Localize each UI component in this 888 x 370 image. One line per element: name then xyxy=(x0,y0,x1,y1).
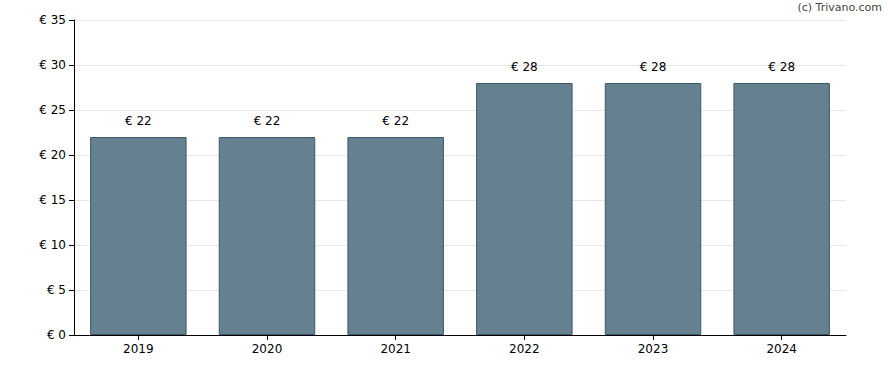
svg-text:€ 0: € 0 xyxy=(47,328,66,342)
svg-text:€ 10: € 10 xyxy=(39,238,66,252)
svg-text:€ 20: € 20 xyxy=(39,148,66,162)
svg-text:2019: 2019 xyxy=(123,342,154,356)
svg-text:2020: 2020 xyxy=(252,342,283,356)
svg-text:€ 22: € 22 xyxy=(254,114,281,128)
svg-text:€ 25: € 25 xyxy=(39,103,66,117)
svg-text:2022: 2022 xyxy=(509,342,540,356)
svg-text:€ 28: € 28 xyxy=(511,60,538,74)
svg-text:€ 28: € 28 xyxy=(768,60,795,74)
svg-text:€ 22: € 22 xyxy=(125,114,152,128)
svg-text:2024: 2024 xyxy=(766,342,797,356)
svg-text:(c) Trivano.com: (c) Trivano.com xyxy=(797,1,882,14)
svg-text:€ 5: € 5 xyxy=(47,283,66,297)
svg-text:€ 15: € 15 xyxy=(39,193,66,207)
svg-text:€ 30: € 30 xyxy=(39,58,66,72)
svg-text:€ 22: € 22 xyxy=(382,114,409,128)
svg-text:€ 28: € 28 xyxy=(640,60,667,74)
svg-text:2023: 2023 xyxy=(638,342,669,356)
svg-text:€ 35: € 35 xyxy=(39,13,66,27)
svg-text:2021: 2021 xyxy=(380,342,411,356)
